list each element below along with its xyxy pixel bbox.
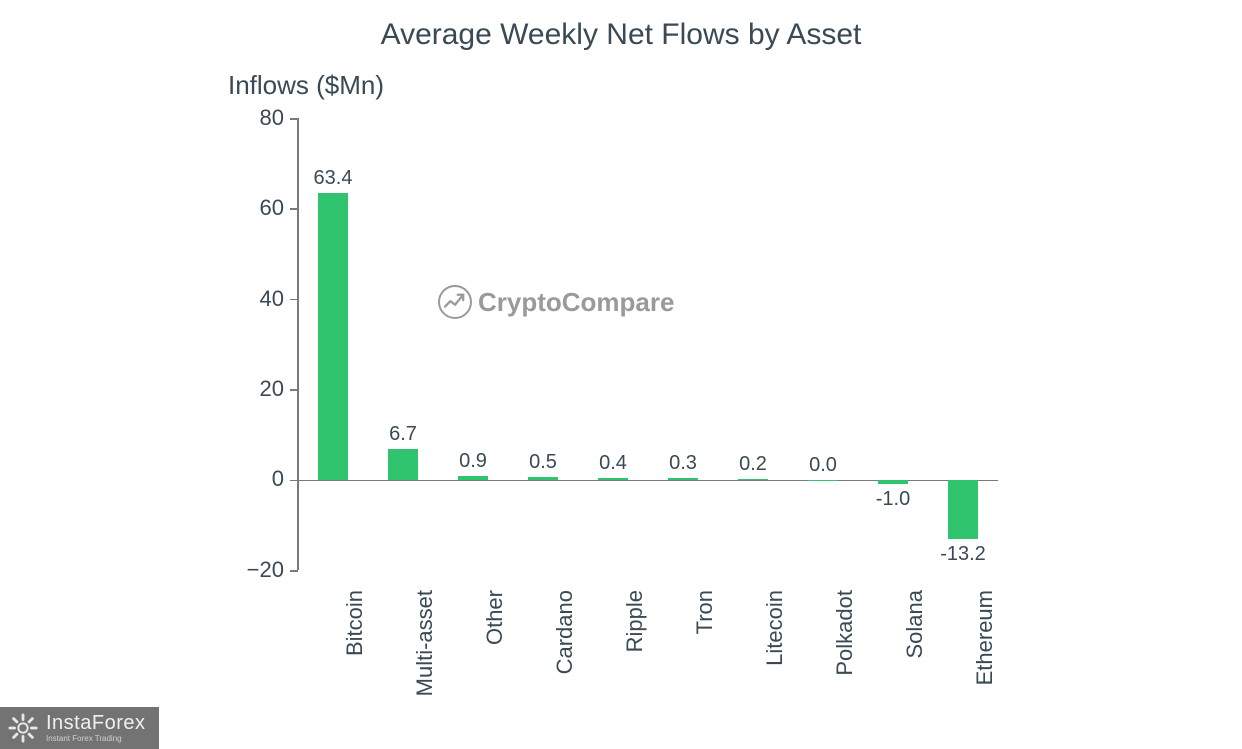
- bar-value-label: 0.3: [648, 452, 718, 475]
- category-label: Tron: [692, 590, 718, 634]
- bar-value-label: 0.9: [438, 450, 508, 473]
- bar: [458, 476, 487, 480]
- bar-value-label: 0.4: [578, 452, 648, 475]
- y-tick-label: 60: [224, 195, 284, 221]
- bar: [948, 480, 977, 540]
- footer-brand: InstaForex Instant Forex Trading: [46, 713, 145, 743]
- y-tick: [290, 570, 298, 572]
- chart-container: Average Weekly Net Flows by Asset Inflow…: [0, 0, 1242, 749]
- y-tick: [290, 118, 298, 120]
- bar-value-label: 63.4: [298, 167, 368, 190]
- footer-logo: InstaForex Instant Forex Trading: [0, 707, 159, 749]
- category-label: Cardano: [552, 590, 578, 674]
- watermark-text: CryptoCompare: [478, 287, 674, 318]
- bar-value-label: 0.2: [718, 453, 788, 476]
- bar: [738, 479, 767, 480]
- bar: [668, 478, 697, 479]
- y-tick-label: 20: [224, 376, 284, 402]
- footer-brand-prefix: Insta: [46, 712, 92, 734]
- watermark-chart-icon: [438, 285, 472, 319]
- bar: [528, 477, 557, 479]
- category-label: Polkadot: [832, 590, 858, 676]
- bar-value-label: -1.0: [858, 488, 928, 511]
- category-label: Ethereum: [972, 590, 998, 685]
- bar-value-label: 0.5: [508, 451, 578, 474]
- category-label: Bitcoin: [342, 590, 368, 656]
- bar: [808, 480, 837, 481]
- bar-value-label: 6.7: [368, 423, 438, 446]
- bar-value-label: -13.2: [928, 543, 998, 566]
- category-label: Litecoin: [762, 590, 788, 666]
- y-tick-label: −20: [224, 557, 284, 583]
- category-label: Multi-asset: [412, 590, 438, 696]
- y-tick-label: 40: [224, 286, 284, 312]
- bar: [388, 449, 417, 479]
- plot-area: −2002040608063.4Bitcoin6.7Multi-asset0.9…: [298, 118, 998, 570]
- watermark: CryptoCompare: [438, 285, 674, 319]
- category-label: Ripple: [622, 590, 648, 652]
- category-label: Solana: [902, 590, 928, 659]
- y-tick: [290, 208, 298, 210]
- bar: [878, 480, 907, 485]
- footer-tagline: Instant Forex Trading: [46, 735, 145, 743]
- y-tick: [290, 389, 298, 391]
- y-tick: [290, 480, 298, 482]
- gear-icon: [8, 713, 38, 743]
- bar: [318, 193, 347, 480]
- y-tick-label: 80: [224, 105, 284, 131]
- y-tick-label: 0: [224, 466, 284, 492]
- bar-value-label: 0.0: [788, 454, 858, 477]
- chart-subtitle: Inflows ($Mn): [228, 70, 384, 101]
- y-tick: [290, 299, 298, 301]
- category-label: Other: [482, 590, 508, 645]
- footer-brand-suffix: Forex: [92, 712, 146, 734]
- chart-title: Average Weekly Net Flows by Asset: [0, 18, 1242, 52]
- bar: [598, 478, 627, 480]
